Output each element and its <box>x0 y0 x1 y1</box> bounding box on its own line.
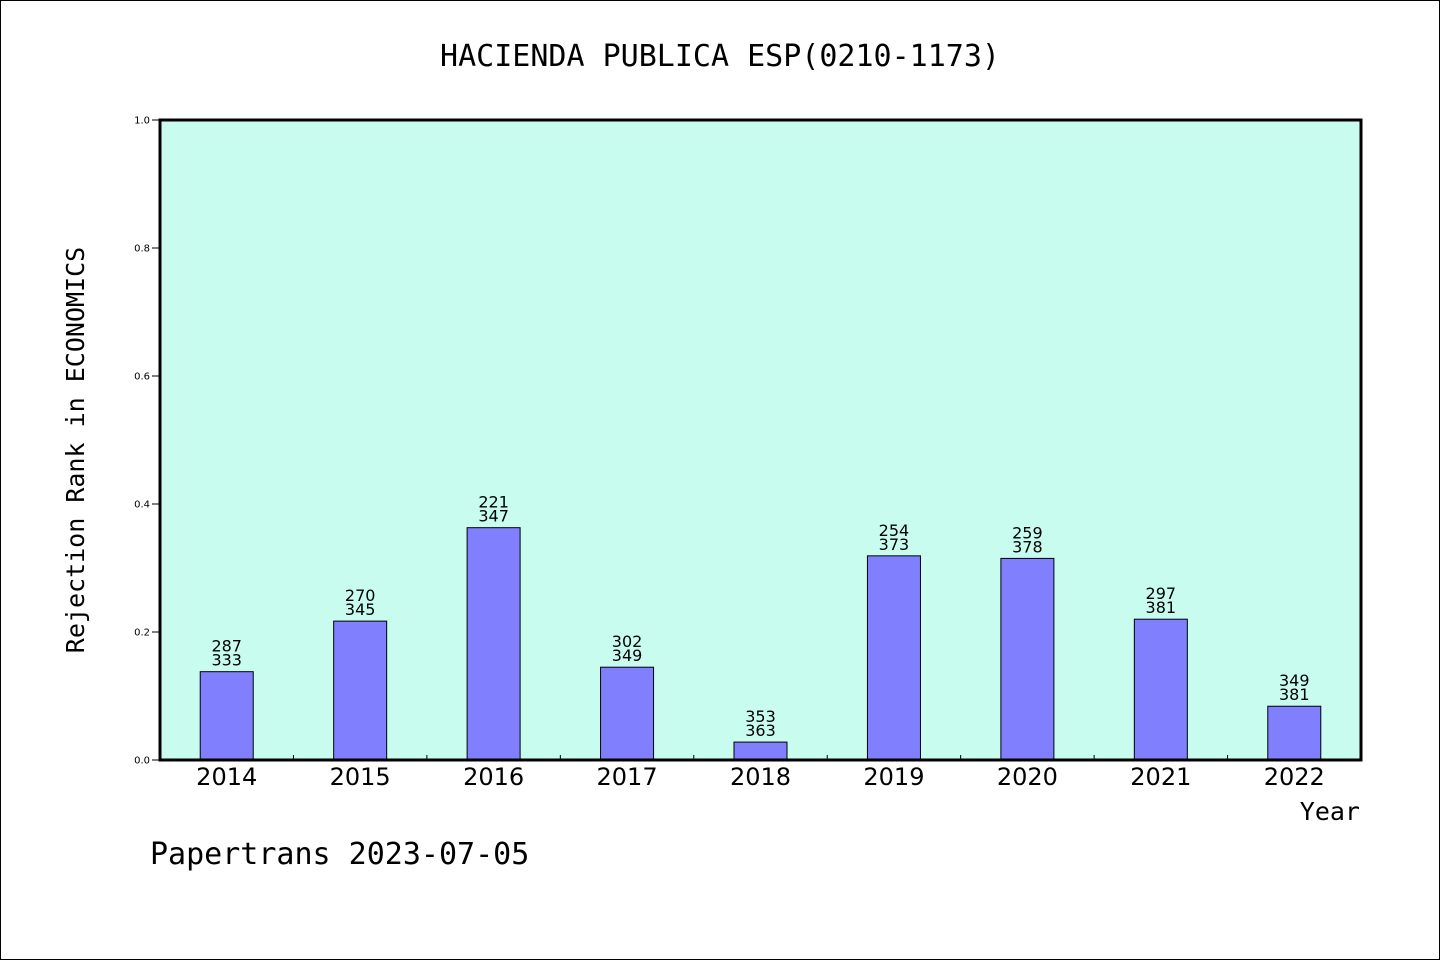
y-axis-label: Rejection Rank in ECONOMICS <box>61 247 90 653</box>
bar-label-bottom: 345 <box>345 600 376 619</box>
x-tick-label: 2017 <box>597 763 658 791</box>
bar-label-top: 221 <box>478 493 509 512</box>
bar <box>866 555 921 761</box>
y-tick-label: 0.0 <box>134 756 150 767</box>
bar-label-top: 254 <box>879 521 910 540</box>
bar <box>1267 705 1322 761</box>
bar-labels: 2873332703452213473023493533632543732593… <box>211 493 1309 740</box>
bar-label-bottom: 373 <box>879 535 910 554</box>
bar-label-bottom: 333 <box>211 651 242 670</box>
bar <box>1133 618 1188 761</box>
bar-label-bottom: 347 <box>478 507 509 526</box>
bar-label-bottom: 349 <box>612 646 643 665</box>
x-tick-label: 2019 <box>863 763 924 791</box>
x-tick-label: 2016 <box>463 763 524 791</box>
y-tick-label: 0.6 <box>134 372 150 383</box>
x-tick-label: 2014 <box>196 763 257 791</box>
bar-label-bottom: 363 <box>745 721 776 740</box>
bar-label-bottom: 381 <box>1146 598 1177 617</box>
bar <box>199 671 254 761</box>
x-tick-label: 2015 <box>330 763 391 791</box>
y-tick-label: 0.4 <box>134 500 150 511</box>
bar-label-bottom: 381 <box>1279 685 1310 704</box>
y-tick-label: 0.2 <box>134 628 150 639</box>
y-axis: 0.0 0.2 0.4 0.6 0.8 1.0 <box>134 116 160 767</box>
bar-label-top: 349 <box>1279 671 1310 690</box>
bar-label-top: 297 <box>1146 584 1177 603</box>
bar <box>1000 557 1055 761</box>
bar-label-bottom: 378 <box>1012 537 1043 556</box>
chart-title: HACIENDA PUBLICA ESP(0210-1173) <box>440 39 1000 74</box>
bar-label-top: 270 <box>345 586 376 605</box>
x-tick-label: 2020 <box>997 763 1058 791</box>
x-axis-label: Year <box>1300 797 1360 826</box>
bar-series <box>199 527 1322 761</box>
bar <box>466 527 521 761</box>
bar <box>733 741 788 761</box>
y-tick-label: 1.0 <box>134 116 150 127</box>
category-labels: 2014 2015 2016 2017 2018 2019 2020 2021 2022 <box>196 763 1325 791</box>
bar-label-top: 259 <box>1012 523 1043 542</box>
x-tick-label: 2021 <box>1130 763 1191 791</box>
plot-border <box>158 118 1363 762</box>
y-tick-label: 0.8 <box>134 244 150 255</box>
bar <box>600 666 655 761</box>
bar <box>333 620 388 761</box>
x-tick-label: 2018 <box>730 763 791 791</box>
bar-label-top: 287 <box>211 637 242 656</box>
footer-text: Papertrans 2023-07-05 <box>150 837 529 872</box>
bar-label-top: 302 <box>612 632 643 651</box>
x-tick-label: 2022 <box>1264 763 1325 791</box>
bar-label-top: 353 <box>745 707 776 726</box>
